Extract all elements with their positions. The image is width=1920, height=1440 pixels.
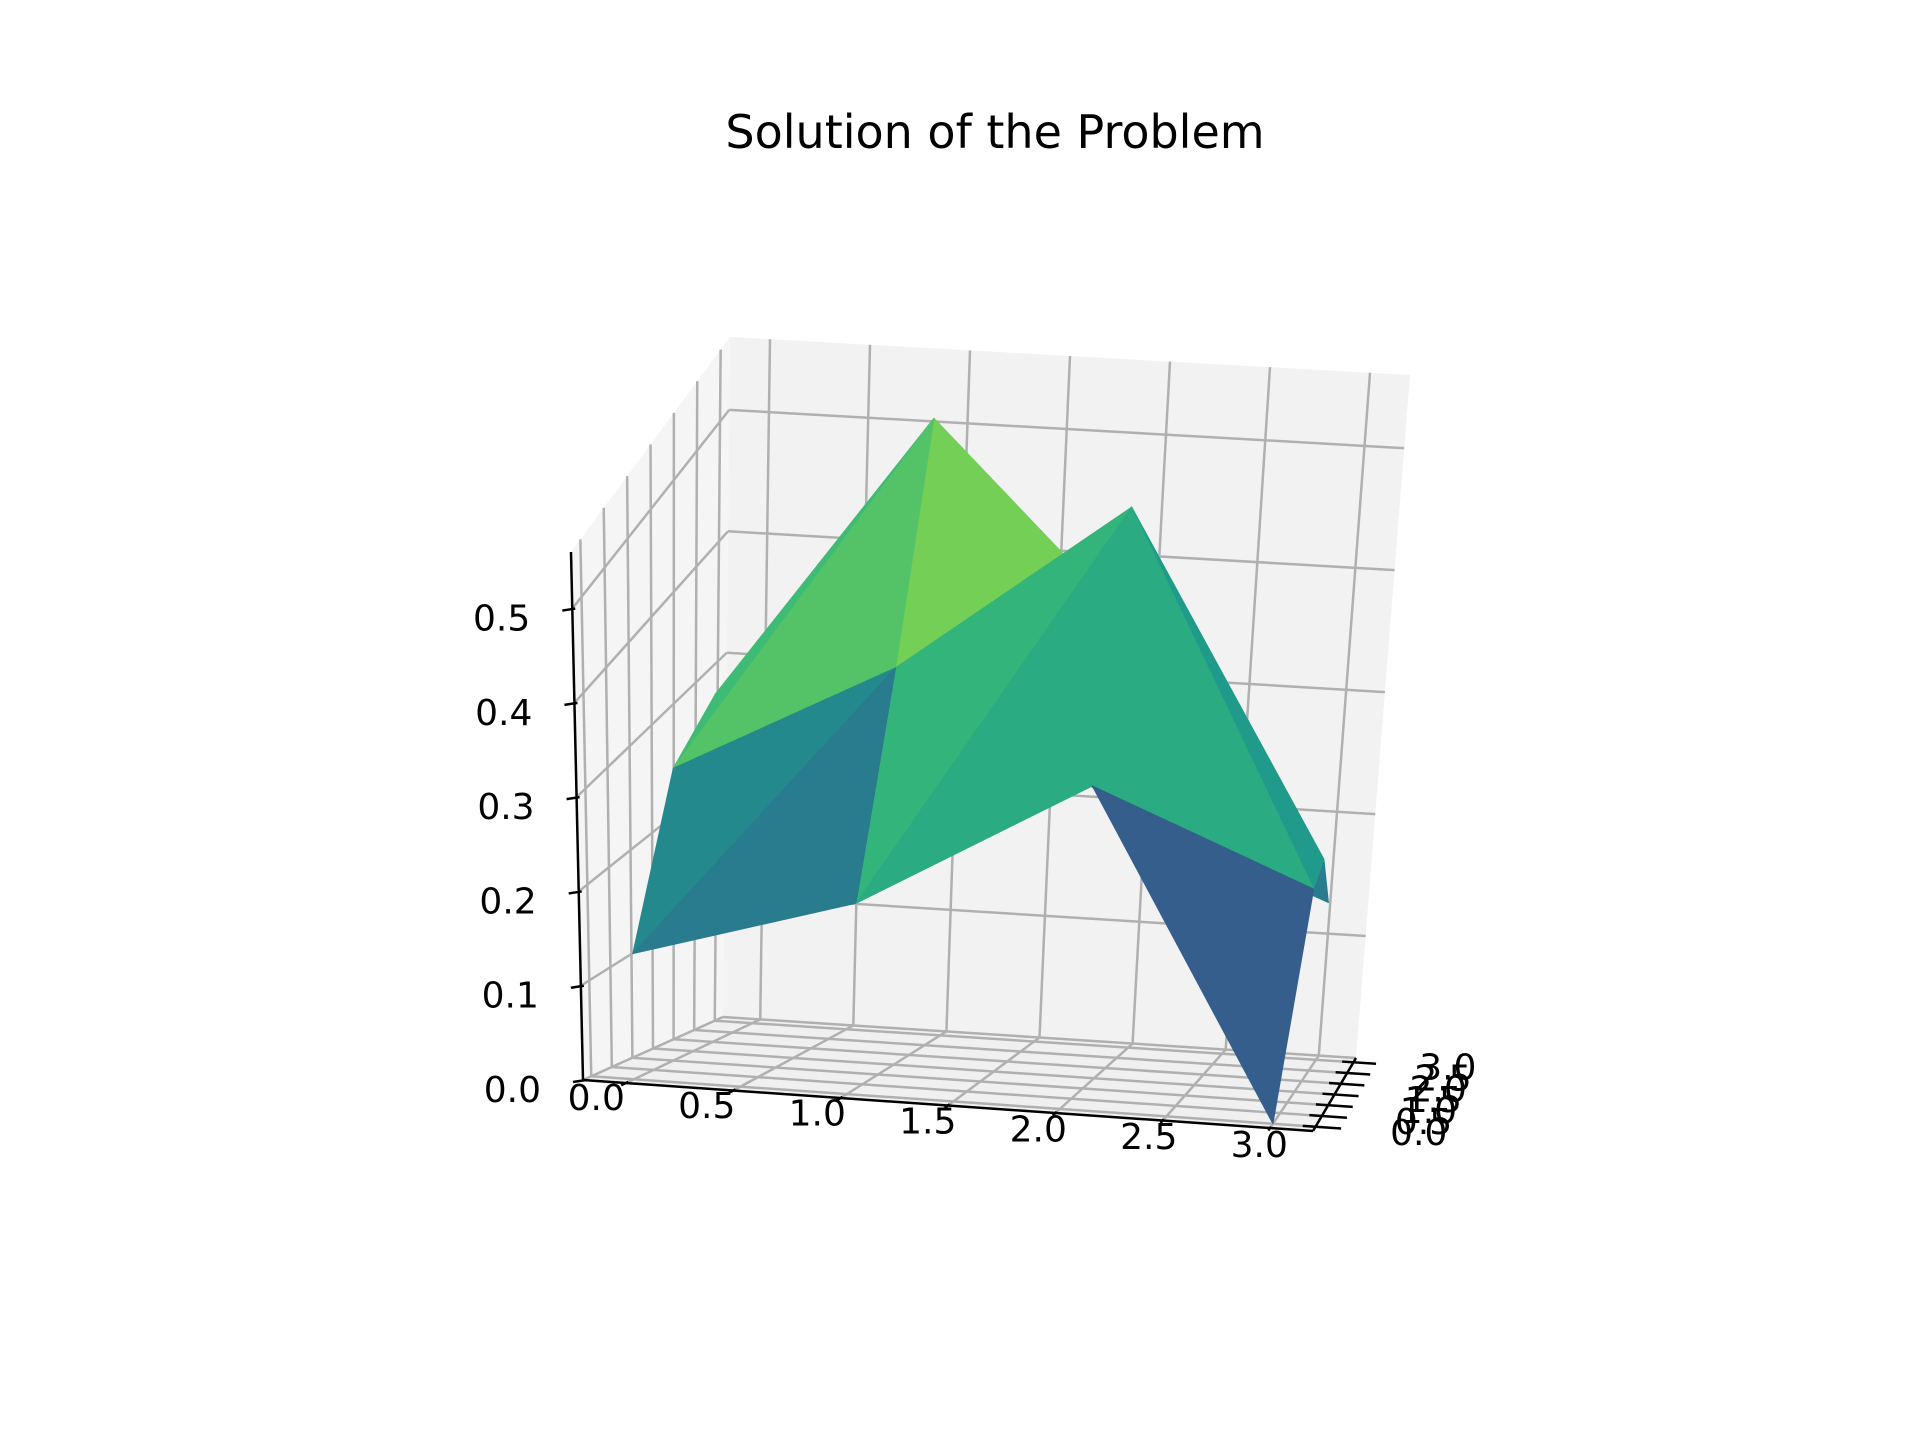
gridline-floor-y	[673, 1037, 1341, 1086]
x-tick-label: 0.0	[568, 1078, 625, 1119]
x-tick	[836, 1095, 844, 1102]
x-tick-label: 2.0	[1010, 1109, 1067, 1150]
gridline-side-z	[571, 409, 731, 610]
y-tick	[1328, 1081, 1365, 1087]
z-tick-label: 0.5	[473, 599, 530, 640]
gridline-floor-y	[611, 1065, 1322, 1118]
z-tick-label: 0.0	[484, 1070, 541, 1111]
x-tick	[1267, 1126, 1272, 1132]
y-tick	[1302, 1124, 1342, 1130]
z-tick	[572, 1078, 587, 1084]
x-tick-label: 3.0	[1231, 1125, 1288, 1166]
gridline-side-y	[625, 476, 634, 1058]
y-tick-label: 3.0	[1419, 1048, 1476, 1089]
x-tick	[944, 1103, 951, 1109]
gridline-back-z	[729, 408, 1405, 450]
z-tick	[568, 890, 582, 895]
chart-title: Solution of the Problem	[725, 105, 1264, 159]
gridline-floor-y	[652, 1047, 1335, 1096]
y-tick-label: 2.5	[1414, 1059, 1471, 1100]
gridline-floor-y	[632, 1056, 1329, 1107]
y-tick-label: 0.0	[1390, 1113, 1447, 1154]
gridline-floor-y	[694, 1028, 1348, 1075]
surface-face	[855, 506, 1133, 904]
z-tick-label: 0.3	[477, 787, 534, 828]
gridline-side-y	[579, 539, 593, 1077]
y-tick-label: 0.5	[1395, 1102, 1452, 1143]
z-tick	[566, 795, 580, 801]
surface-face	[632, 667, 897, 955]
z-tick-label: 0.2	[479, 881, 536, 922]
z-tick	[570, 984, 585, 989]
z-tick-label: 0.4	[475, 693, 532, 734]
tick-marks	[562, 607, 1377, 1132]
gridline-back-x	[1317, 372, 1372, 1056]
x-tick-label: 1.5	[899, 1102, 956, 1143]
tick-labels: 0.0 0.5 1.0 1.5 2.0 2.5 3.0 0.00.51.01.52.02.53…	[473, 599, 1476, 1166]
z-tick-label: 0.1	[482, 976, 539, 1017]
y-tick-label: 2.0	[1410, 1069, 1467, 1110]
x-tick	[620, 1080, 629, 1087]
y-tick	[1335, 1071, 1371, 1076]
y-tick	[1342, 1060, 1377, 1066]
z-tick	[564, 701, 578, 707]
y-tick	[1309, 1113, 1347, 1119]
x-tick-label: 1.0	[789, 1094, 846, 1135]
gridline-side-z	[582, 1015, 724, 1082]
x-tick	[1159, 1118, 1165, 1124]
x-tick	[728, 1088, 737, 1094]
surface-face	[1091, 785, 1315, 1125]
x-tick-label: 0.5	[678, 1086, 735, 1127]
gridline-side-y	[602, 507, 614, 1068]
y-tick	[1322, 1092, 1359, 1098]
y-tick	[1315, 1103, 1353, 1109]
x-tick-label: 2.5	[1120, 1117, 1177, 1158]
gridline-floor-y	[591, 1075, 1316, 1128]
gridline-side-z	[575, 651, 728, 799]
surface-faces	[632, 417, 1329, 1125]
gridline-side-z	[573, 530, 729, 704]
x-tick	[1051, 1110, 1058, 1117]
z-tick	[562, 607, 576, 612]
y-tick-label: 1.5	[1405, 1080, 1462, 1121]
y-tick-label: 1.0	[1400, 1091, 1457, 1132]
z-axis-line	[569, 551, 585, 1081]
